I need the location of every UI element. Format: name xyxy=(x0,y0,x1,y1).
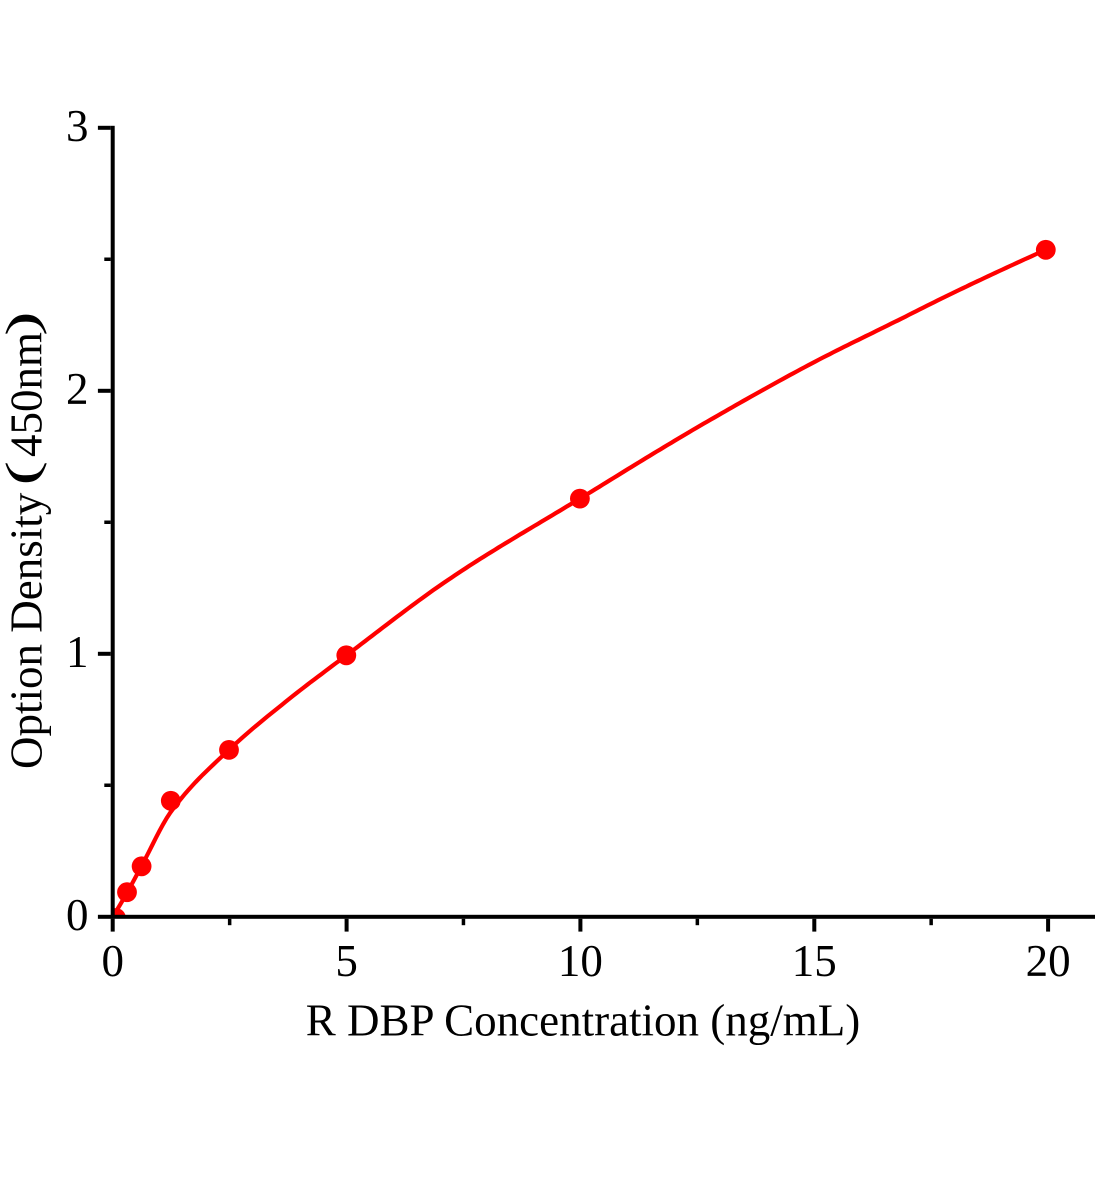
svg-text:450nm: 450nm xyxy=(2,332,52,457)
svg-text:10: 10 xyxy=(558,936,603,986)
svg-text:2: 2 xyxy=(66,364,89,414)
svg-text:20: 20 xyxy=(1026,936,1071,986)
svg-text:3: 3 xyxy=(66,101,89,151)
svg-text:R DBP Concentration (ng/mL): R DBP Concentration (ng/mL) xyxy=(306,996,861,1046)
svg-text:Option Density: Option Density xyxy=(2,492,52,769)
svg-text:(: ( xyxy=(0,461,48,486)
svg-text:0: 0 xyxy=(66,890,89,940)
svg-text:0: 0 xyxy=(101,936,124,986)
svg-text:15: 15 xyxy=(792,936,837,986)
svg-text:1: 1 xyxy=(66,627,89,677)
svg-text:5: 5 xyxy=(335,936,358,986)
svg-text:): ) xyxy=(0,311,48,336)
